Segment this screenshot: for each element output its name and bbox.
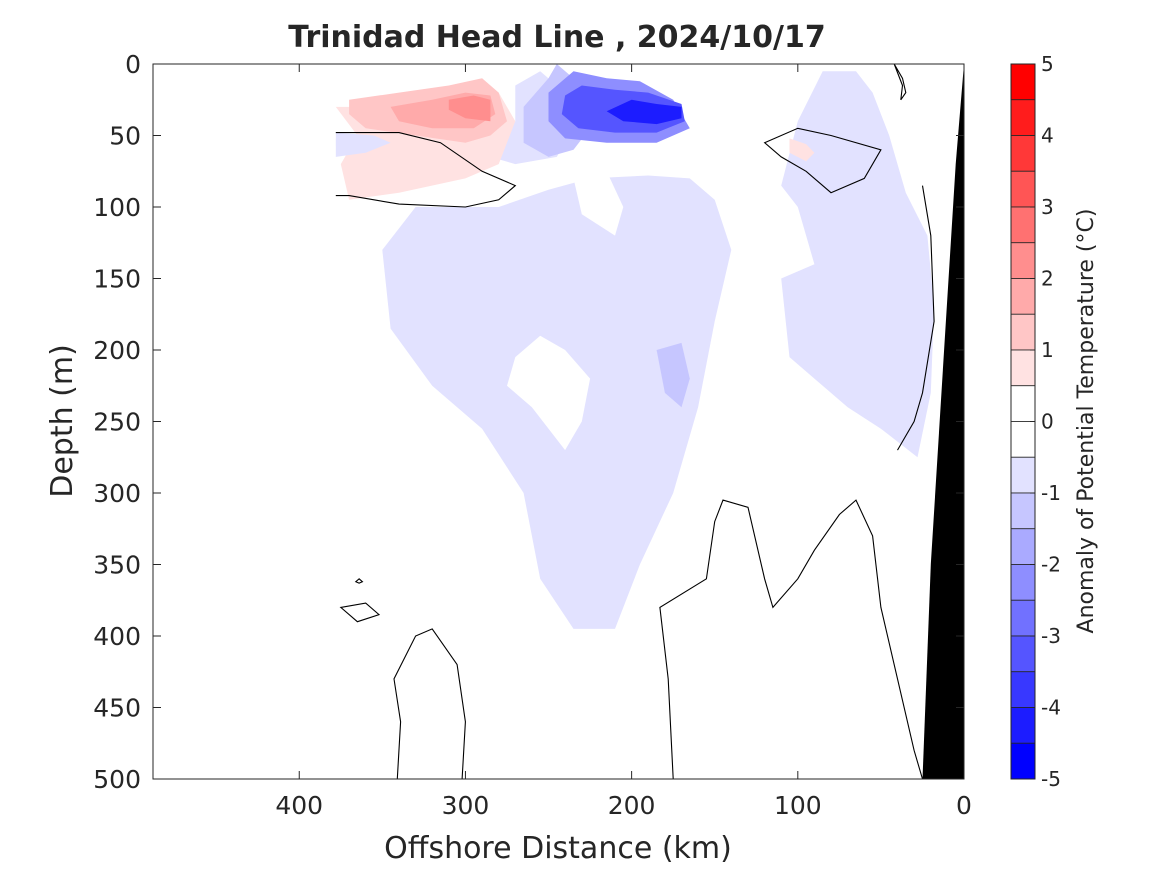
anomaly-region-13 [448, 95, 491, 122]
colorbar-cell-12 [1010, 492, 1036, 530]
anomaly-region-9 [606, 99, 682, 125]
chart-title: Trinidad Head Line , 2024/10/17 [288, 20, 825, 55]
x-tick-label: 300 [442, 791, 490, 820]
y-tick-label: 200 [93, 336, 141, 365]
y-tick-label: 50 [109, 122, 141, 151]
colorbar-cell-8 [1010, 349, 1036, 387]
bathymetry [922, 64, 964, 779]
colorbar-tick-label: -3 [1041, 624, 1061, 648]
colorbar: 5 4 3 2 1 0 -1 -2 -3 -4 -5 Anomaly of Potential Te… [1010, 52, 1099, 791]
colorbar-tick-label: -2 [1041, 553, 1061, 577]
colorbar-cell-0 [1010, 63, 1036, 101]
x-tick-label: 100 [774, 791, 822, 820]
colorbar-tick-label: 4 [1041, 124, 1054, 148]
colorbar-cell-13 [1010, 528, 1036, 565]
colorbar-tick-label: 2 [1041, 267, 1054, 291]
colorbar-cells [1010, 63, 1036, 780]
y-tick-label: 400 [93, 622, 141, 651]
y-tick-label: 350 [93, 551, 141, 580]
colorbar-cell-14 [1010, 564, 1036, 601]
zero-contours [335, 63, 935, 780]
y-axis-label: Depth (m) [45, 344, 80, 498]
colorbar-cell-18 [1010, 707, 1036, 744]
zero-contour-1 [763, 127, 882, 194]
bathymetry-fill [922, 64, 964, 779]
zero-contour-7 [897, 185, 935, 451]
colorbar-cell-11 [1010, 456, 1036, 494]
colorbar-cell-2 [1010, 135, 1036, 172]
colorbar-label: Anomaly of Potential Temperature (°C) [1074, 209, 1099, 634]
x-tick-label: 400 [275, 791, 323, 820]
y-tick-label: 100 [93, 193, 141, 222]
zero-contour-2 [893, 63, 907, 101]
anomaly-region-4 [573, 171, 624, 236]
y-tick-label: 0 [125, 50, 141, 79]
colorbar-cell-5 [1010, 242, 1036, 279]
zero-contour-5 [393, 628, 466, 780]
colorbar-cell-6 [1010, 278, 1036, 315]
y-tick-label: 500 [93, 765, 141, 794]
colorbar-cell-16 [1010, 635, 1036, 673]
colorbar-tick-label: -1 [1041, 481, 1061, 505]
y-tick-label: 300 [93, 479, 141, 508]
colorbar-tick-label: -4 [1041, 696, 1061, 720]
colorbar-cell-10 [1010, 421, 1036, 458]
x-tick-label: 200 [608, 791, 656, 820]
y-tick-label: 150 [93, 265, 141, 294]
colorbar-cell-3 [1010, 170, 1036, 208]
colorbar-cell-19 [1010, 742, 1036, 780]
zero-contour-3 [339, 602, 381, 623]
plot-area [152, 63, 965, 780]
colorbar-tick-label: 0 [1041, 410, 1054, 434]
zero-contour-4 [354, 578, 364, 584]
anomaly-region-3 [507, 335, 591, 451]
anomaly-region-14 [789, 138, 815, 162]
zero-contour-6 [659, 499, 924, 780]
anomaly-region-2 [656, 342, 690, 408]
x-axis-ticks: 400 300 200 100 0 [275, 64, 972, 820]
y-tick-label: 450 [93, 694, 141, 723]
x-axis-label: Offshore Distance (km) [384, 831, 732, 866]
colorbar-cell-4 [1010, 206, 1036, 244]
colorbar-cell-1 [1010, 99, 1036, 136]
y-tick-label: 250 [93, 408, 141, 437]
colorbar-cell-15 [1010, 599, 1036, 637]
colorbar-tick-label: 5 [1041, 52, 1054, 76]
anomaly-region-15 [335, 132, 391, 157]
colorbar-cell-7 [1010, 313, 1036, 351]
x-tick-label: 0 [956, 791, 972, 820]
colorbar-ticks: 5 4 3 2 1 0 -1 -2 -3 -4 -5 [1030, 52, 1061, 791]
zero-contour-0 [335, 132, 517, 208]
y-axis-ticks: 0 50 100 150 200 250 300 350 400 450 500 [93, 50, 964, 794]
anomaly-region-1 [781, 71, 935, 458]
colorbar-tick-label: -5 [1041, 767, 1061, 791]
colorbar-cell-17 [1010, 671, 1036, 708]
colorbar-cell-9 [1010, 385, 1036, 422]
colorbar-tick-label: 3 [1041, 195, 1054, 219]
colorbar-tick-label: 1 [1041, 338, 1054, 362]
anomaly-regions [335, 64, 935, 629]
